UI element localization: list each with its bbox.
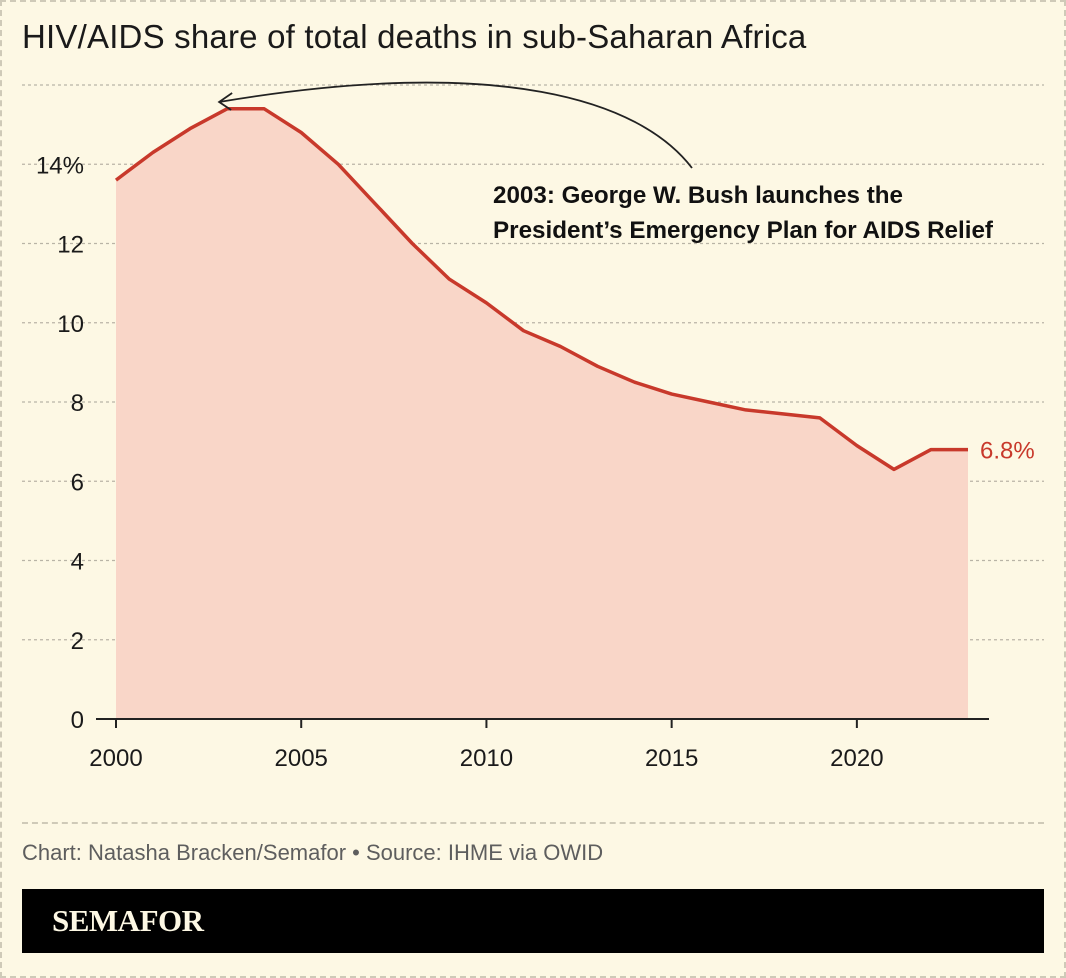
x-tick-label: 2010 bbox=[460, 745, 513, 772]
source-credit: Chart: Natasha Bracken/Semafor • Source:… bbox=[22, 840, 604, 865]
brand-bar: SEMAFOR bbox=[22, 889, 1044, 953]
x-tick-label: 2005 bbox=[275, 745, 328, 772]
y-tick-label: 8 bbox=[71, 390, 84, 417]
chart-title: HIV/AIDS share of total deaths in sub-Sa… bbox=[22, 18, 807, 55]
y-tick-label: 2 bbox=[71, 628, 84, 655]
annotation-line-2: President’s Emergency Plan for AIDS Reli… bbox=[493, 217, 994, 244]
annotation-arrowhead bbox=[217, 92, 233, 111]
x-tick-label: 2020 bbox=[830, 745, 883, 772]
x-axis-ticks: 2000 2005 2010 2015 2020 bbox=[89, 719, 884, 772]
annotation-arrow bbox=[218, 81, 693, 169]
area-fill bbox=[116, 108, 968, 720]
end-value-label: 6.8% bbox=[980, 438, 1035, 465]
x-tick-label: 2000 bbox=[89, 745, 142, 772]
x-tick-label: 2015 bbox=[645, 745, 698, 772]
brand-logo: SEMAFOR bbox=[52, 903, 204, 938]
annotation: 2003: George W. Bush launches the Presid… bbox=[217, 81, 994, 244]
y-tick-label: 4 bbox=[71, 549, 84, 576]
footer-divider bbox=[22, 822, 1044, 824]
y-tick-label: 6 bbox=[71, 469, 84, 496]
y-tick-label: 14% bbox=[36, 152, 84, 179]
y-tick-label: 0 bbox=[71, 707, 84, 734]
y-tick-label: 12 bbox=[57, 232, 84, 259]
annotation-line-1: 2003: George W. Bush launches the bbox=[493, 182, 903, 209]
y-tick-label: 10 bbox=[57, 311, 84, 338]
y-axis-ticks: 0 2 4 6 8 10 12 14% bbox=[36, 152, 84, 734]
series-line bbox=[114, 107, 968, 472]
